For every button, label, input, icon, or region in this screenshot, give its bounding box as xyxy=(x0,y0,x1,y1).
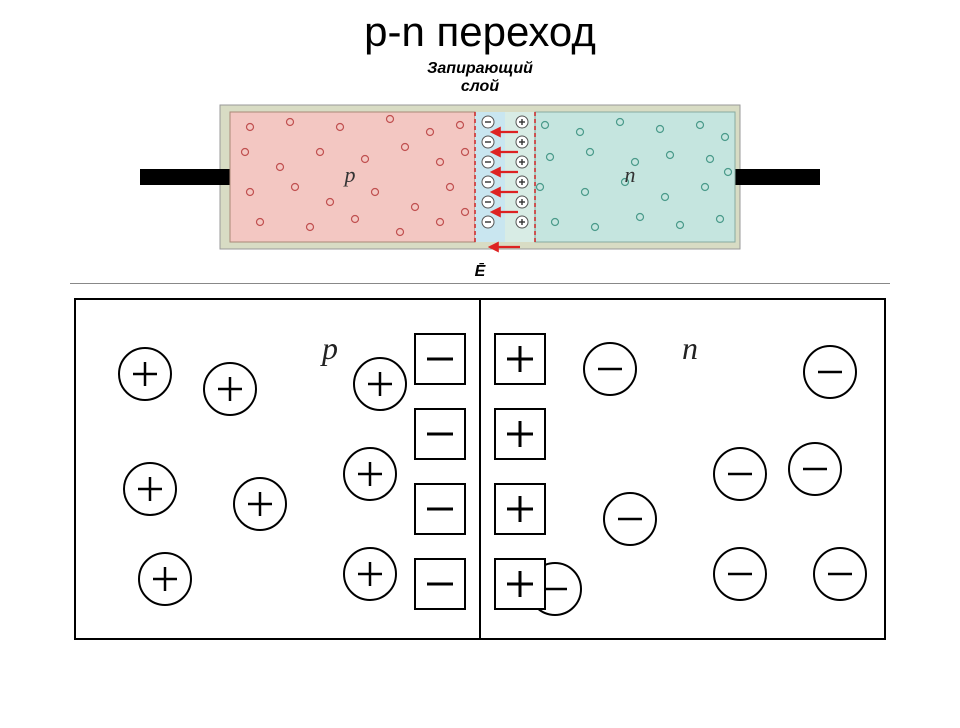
divider xyxy=(70,283,890,284)
top-svg: pn xyxy=(140,97,820,257)
svg-text:n: n xyxy=(625,162,636,187)
bottom-diagram: pn xyxy=(70,294,890,644)
top-diagram: pn xyxy=(140,97,820,267)
svg-text:p: p xyxy=(343,162,356,187)
layer-label-line2: слой xyxy=(461,78,499,95)
page-title: p-n переход xyxy=(0,8,960,56)
svg-text:n: n xyxy=(682,330,698,366)
layer-label-line1: Запирающий xyxy=(427,60,533,77)
svg-text:p: p xyxy=(320,330,338,366)
layer-label: Запирающий слой xyxy=(0,60,960,95)
